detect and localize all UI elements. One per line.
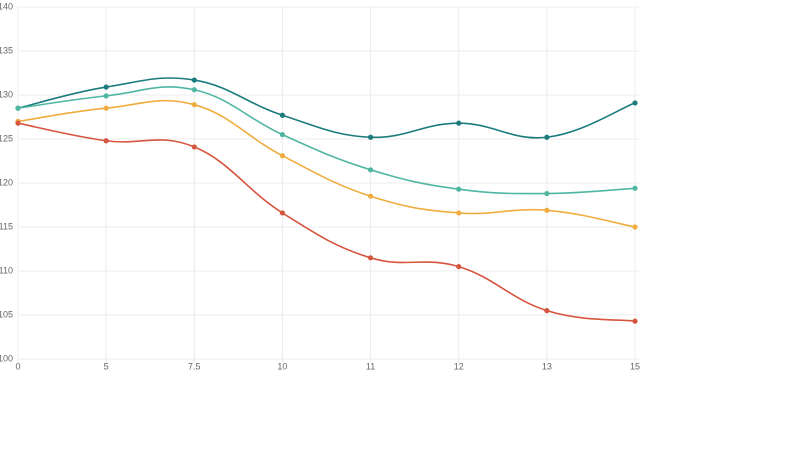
point [15,120,21,126]
point [456,120,462,126]
point [544,134,550,140]
x-tick-label: 15 [630,361,640,371]
point [279,112,286,118]
point [544,190,550,197]
y-tick-label: 120 [0,177,13,187]
point [456,210,462,216]
y-tick-label: 130 [0,89,13,99]
y-tick-label: 125 [0,133,13,143]
point [103,138,109,144]
y-tick-label: 105 [0,309,13,319]
point [632,224,638,230]
point [279,132,286,138]
point [191,77,197,83]
point [456,264,462,270]
x-tick-label: 12 [454,361,464,371]
x-tick-label: 11 [366,361,375,371]
point [456,186,462,192]
point [367,255,374,261]
x-tick-label: 5 [104,361,109,371]
line [17,77,636,139]
point [103,93,109,99]
x-tick-label: 10 [277,361,287,371]
point [279,210,286,216]
y-tick-label: 140 [0,1,13,11]
x-tick-label: 0 [15,361,20,371]
point [367,134,374,140]
x-tick-label: 13 [542,361,552,371]
x-tick-label: 7.5 [188,361,201,371]
y-tick-label: 110 [0,265,13,275]
point [103,105,109,111]
point [279,153,286,159]
point [15,105,21,111]
point [103,84,109,90]
y-tick-label: 135 [0,45,13,55]
point [367,167,374,173]
point [544,207,550,213]
point [632,100,638,106]
line [17,86,636,195]
point [191,102,197,108]
point [632,185,638,191]
line [17,122,636,322]
point [544,308,550,314]
line [17,99,636,228]
y-tick-label: 100 [0,353,13,363]
point [191,87,197,93]
point [367,193,374,199]
y-tick-label: 115 [0,221,13,231]
point [632,318,638,324]
point [191,144,197,150]
